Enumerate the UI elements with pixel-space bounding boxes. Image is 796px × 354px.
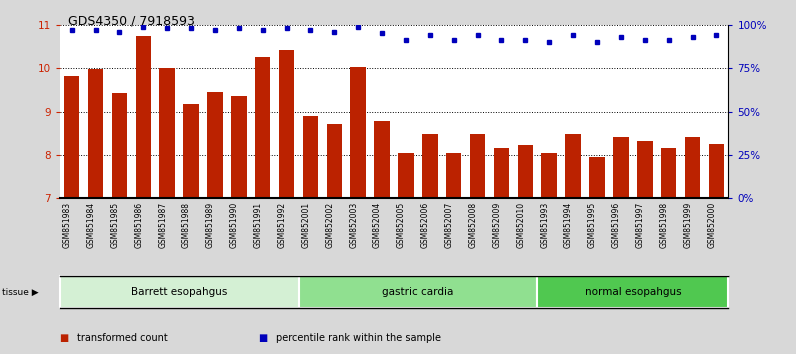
Bar bbox=[183, 104, 199, 198]
Bar bbox=[88, 69, 103, 198]
Bar bbox=[350, 67, 366, 198]
Text: GSM852007: GSM852007 bbox=[445, 202, 454, 249]
Text: GSM852008: GSM852008 bbox=[469, 202, 478, 248]
Bar bbox=[422, 134, 438, 198]
Bar bbox=[708, 144, 724, 198]
Text: GSM851988: GSM851988 bbox=[182, 202, 191, 248]
Text: GSM852010: GSM852010 bbox=[517, 202, 525, 248]
Text: ■: ■ bbox=[60, 333, 72, 343]
Text: tissue ▶: tissue ▶ bbox=[2, 287, 38, 297]
Text: Barrett esopahgus: Barrett esopahgus bbox=[131, 287, 228, 297]
Bar bbox=[298, 276, 537, 308]
Text: GSM852005: GSM852005 bbox=[397, 202, 406, 249]
Bar bbox=[685, 137, 700, 198]
Text: GSM851985: GSM851985 bbox=[111, 202, 119, 248]
Text: GSM851987: GSM851987 bbox=[158, 202, 167, 248]
Text: GSM851993: GSM851993 bbox=[540, 202, 549, 249]
Bar bbox=[446, 153, 462, 198]
Text: transformed count: transformed count bbox=[77, 333, 168, 343]
Text: GSM852000: GSM852000 bbox=[708, 202, 716, 249]
Bar bbox=[159, 68, 175, 198]
Bar bbox=[637, 141, 653, 198]
Text: GSM851992: GSM851992 bbox=[278, 202, 287, 248]
Text: GSM852002: GSM852002 bbox=[326, 202, 334, 248]
Bar bbox=[302, 116, 318, 198]
Text: GSM852001: GSM852001 bbox=[302, 202, 310, 248]
Bar bbox=[64, 76, 80, 198]
Text: ■: ■ bbox=[259, 333, 271, 343]
Bar bbox=[207, 92, 223, 198]
Bar bbox=[661, 148, 677, 198]
Text: GSM851986: GSM851986 bbox=[135, 202, 143, 248]
Text: GSM852009: GSM852009 bbox=[493, 202, 501, 249]
Bar bbox=[279, 50, 295, 198]
Text: GSM851984: GSM851984 bbox=[87, 202, 96, 248]
Bar bbox=[111, 93, 127, 198]
Bar bbox=[398, 153, 414, 198]
Text: normal esopahgus: normal esopahgus bbox=[584, 287, 681, 297]
Bar bbox=[60, 276, 298, 308]
Bar bbox=[613, 137, 629, 198]
Bar bbox=[517, 145, 533, 198]
Text: GSM851996: GSM851996 bbox=[612, 202, 621, 249]
Text: GSM852004: GSM852004 bbox=[373, 202, 382, 249]
Text: GSM851998: GSM851998 bbox=[660, 202, 669, 248]
Bar bbox=[589, 157, 605, 198]
Bar bbox=[135, 36, 151, 198]
Text: GSM851983: GSM851983 bbox=[63, 202, 72, 248]
Bar bbox=[326, 124, 342, 198]
Text: GSM851994: GSM851994 bbox=[564, 202, 573, 249]
Bar bbox=[231, 96, 247, 198]
Text: percentile rank within the sample: percentile rank within the sample bbox=[276, 333, 441, 343]
Bar bbox=[374, 121, 390, 198]
Text: GSM851989: GSM851989 bbox=[206, 202, 215, 248]
Bar bbox=[537, 276, 728, 308]
Bar bbox=[565, 134, 581, 198]
Text: gastric cardia: gastric cardia bbox=[382, 287, 454, 297]
Text: GDS4350 / 7918593: GDS4350 / 7918593 bbox=[68, 14, 194, 27]
Bar bbox=[494, 148, 509, 198]
Text: GSM851999: GSM851999 bbox=[684, 202, 693, 249]
Text: GSM852006: GSM852006 bbox=[421, 202, 430, 249]
Text: GSM851997: GSM851997 bbox=[636, 202, 645, 249]
Bar bbox=[541, 153, 557, 198]
Text: GSM851995: GSM851995 bbox=[588, 202, 597, 249]
Bar bbox=[470, 134, 486, 198]
Text: GSM851991: GSM851991 bbox=[254, 202, 263, 248]
Text: GSM851990: GSM851990 bbox=[230, 202, 239, 249]
Bar bbox=[255, 57, 271, 198]
Text: GSM852003: GSM852003 bbox=[349, 202, 358, 249]
